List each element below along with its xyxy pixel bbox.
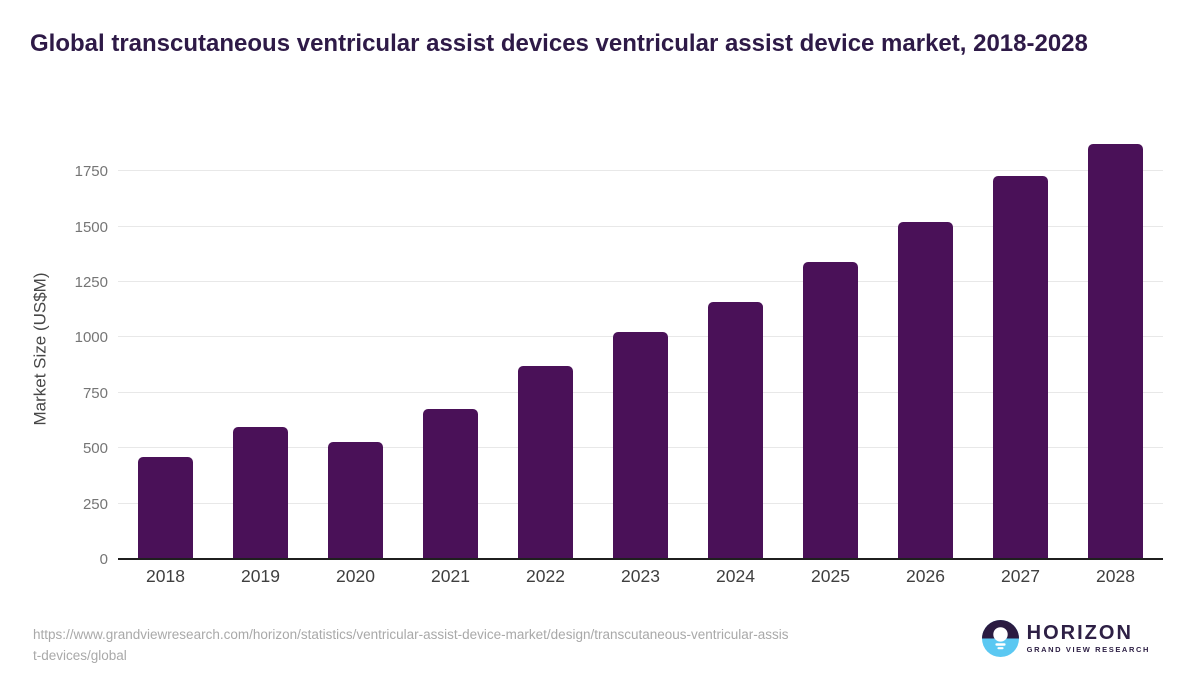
- x-tick-label-2019: 2019: [241, 566, 280, 586]
- y-tick-label-750: 750: [82, 384, 108, 402]
- bar-slot-2024: [688, 138, 783, 559]
- x-tick-label-2025: 2025: [811, 566, 850, 586]
- bar-2021[interactable]: [423, 409, 478, 559]
- x-tick-label-2023: 2023: [621, 566, 660, 586]
- bar-2019[interactable]: [233, 427, 288, 559]
- bar-slot-2019: [213, 138, 308, 559]
- bar-slot-2020: [308, 138, 403, 559]
- horizon-logo-name: HORIZON: [1026, 622, 1133, 644]
- bar-slot-2021: [403, 138, 498, 559]
- source-url-line1: https://www.grandviewresearch.com/horizo…: [33, 627, 789, 642]
- y-tick-label-1250: 1250: [74, 274, 108, 292]
- x-tick-label-2028: 2028: [1096, 566, 1135, 586]
- bar-2028[interactable]: [1088, 143, 1143, 559]
- x-tick-label-2020: 2020: [336, 566, 375, 586]
- bar-2024[interactable]: [708, 301, 763, 559]
- bar-slot-2018: [118, 138, 213, 559]
- bar-slot-2027: [973, 138, 1068, 559]
- bar-2026[interactable]: [898, 222, 953, 559]
- horizon-logo: HORIZON GRAND VIEW RESEARCH: [981, 620, 1150, 657]
- gridline-1750: [118, 170, 1163, 172]
- y-tick-label-250: 250: [82, 495, 108, 513]
- y-tick-label-0: 0: [99, 551, 108, 568]
- bar-slot-2026: [878, 138, 973, 559]
- source-url-line2: t-devices/global: [33, 648, 127, 663]
- horizon-logo-text: HORIZON GRAND VIEW RESEARCH: [1027, 623, 1150, 654]
- x-tick-label-2021: 2021: [431, 566, 470, 586]
- y-tick-label-1000: 1000: [74, 329, 108, 347]
- bar-2023[interactable]: [613, 331, 668, 559]
- y-tick-label-1750: 1750: [74, 163, 108, 181]
- bar-2025[interactable]: [803, 262, 858, 559]
- x-tick-label-2027: 2027: [1001, 566, 1040, 586]
- bar-slot-2025: [783, 138, 878, 559]
- x-tick-label-2024: 2024: [716, 566, 755, 586]
- bar-2018[interactable]: [138, 457, 193, 559]
- x-tick-label-2018: 2018: [146, 566, 185, 586]
- bar-2022[interactable]: [518, 366, 573, 559]
- horizon-logo-subtitle: GRAND VIEW RESEARCH: [1026, 645, 1150, 654]
- horizon-logo-icon: [981, 620, 1019, 657]
- y-tick-label-1500: 1500: [74, 218, 108, 236]
- x-axis-line: [118, 558, 1163, 560]
- page-title: Global transcutaneous ventricular assist…: [30, 30, 1088, 57]
- x-tick-label-2022: 2022: [526, 566, 565, 586]
- y-tick-label-500: 500: [82, 440, 108, 458]
- bar-slot-2022: [498, 138, 593, 559]
- gridline-1500: [118, 225, 1163, 227]
- bar-2027[interactable]: [993, 175, 1048, 559]
- bars-layer: [118, 138, 1163, 559]
- source-url: https://www.grandviewresearch.com/horizo…: [33, 624, 953, 666]
- x-axis-labels: 2018 2019 2020 2021 2022 2023 2024 2025 2026 2027…: [118, 566, 1163, 587]
- bar-2020[interactable]: [328, 441, 383, 559]
- plot-area: 0 250 500 750 1000 1250 1500 1750: [75, 138, 1163, 568]
- bar-slot-2028: [1068, 138, 1163, 559]
- bar-slot-2023: [593, 138, 688, 559]
- gridline-1250: [118, 281, 1163, 283]
- x-tick-label-2026: 2026: [906, 566, 945, 586]
- y-axis-title-text: Market Size (US$M): [31, 271, 50, 426]
